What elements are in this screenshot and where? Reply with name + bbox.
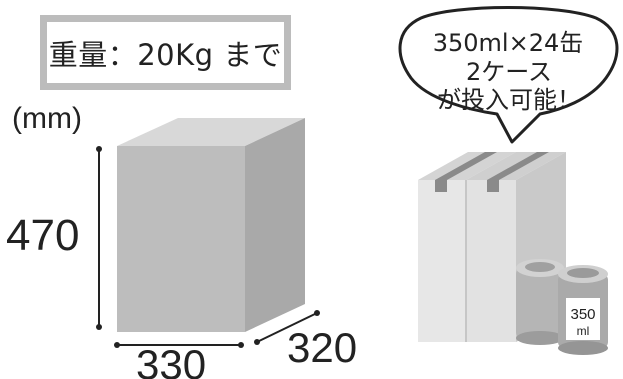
depth-dimension-line	[254, 310, 320, 345]
bubble-line-1: 350ml×24缶	[433, 29, 584, 57]
can-label-panel	[566, 298, 600, 340]
carton-tape-right	[487, 152, 549, 180]
box-illustration	[117, 118, 305, 332]
can-unit-text: ml	[577, 324, 590, 338]
bubble-line-2: 2ケース	[466, 58, 552, 86]
can-volume-text: 350	[570, 306, 595, 323]
height-value: 470	[6, 211, 79, 260]
height-dimension-line	[96, 146, 102, 330]
width-value: 330	[136, 341, 206, 379]
can-back	[516, 259, 564, 345]
depth-value: 320	[287, 324, 357, 371]
carton-front-right	[466, 180, 516, 342]
unit-label: (mm)	[12, 102, 82, 135]
bubble-line-3: が投入可能！	[437, 86, 581, 114]
width-dimension-line	[114, 342, 244, 348]
box-side-face	[245, 118, 305, 332]
carton-tape-left	[435, 152, 497, 180]
speech-bubble: 350ml×24缶 2ケース が投入可能！	[398, 6, 619, 144]
box-front-face	[117, 146, 245, 332]
carton-front-left	[418, 180, 466, 342]
can-front: 350 ml	[558, 265, 608, 355]
box-top-face	[117, 118, 305, 146]
weight-limit-label: 重量：20Kg まで	[40, 15, 291, 90]
